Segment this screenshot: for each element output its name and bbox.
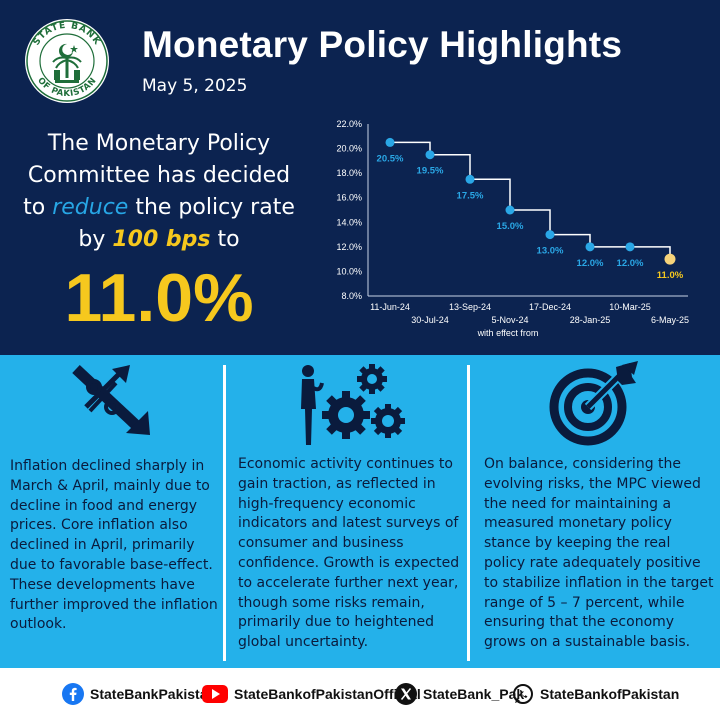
data-label: 12.0% [577, 258, 604, 269]
x-axis-label: with effect from [477, 328, 539, 338]
rate-step-line [390, 141, 671, 260]
percent-down-icon [72, 364, 150, 435]
data-label: 19.5% [417, 166, 444, 177]
data-label: 20.5% [377, 153, 404, 164]
rate-point [385, 137, 395, 147]
page-title: Monetary Policy Highlights [142, 24, 623, 65]
whatsapp-link[interactable]: StateBankofPakistan [512, 682, 679, 706]
policy-stance-column: On balance, considering the evolving ris… [472, 355, 720, 668]
rate-point [465, 174, 475, 184]
column-divider [467, 365, 470, 661]
lead-line-1: The Monetary Policy [47, 131, 271, 156]
data-label: 11.0% [657, 270, 684, 281]
lead-statement: The Monetary Policy Committee has decide… [14, 128, 304, 256]
column-divider [223, 365, 226, 661]
policy-rate-value: 11.0% [64, 260, 254, 336]
policy-rate-chart: 8.0% 10.0% 12.0% 14.0% 16.0% 18.0% 20.0% 22.0% 2… [336, 119, 689, 338]
y-tick-label: 18.0% [336, 168, 362, 178]
whatsapp-icon [513, 684, 533, 704]
y-tick-label: 10.0% [336, 266, 362, 276]
y-tick-label: 16.0% [336, 193, 362, 203]
lead-line-2: Committee has decided [27, 163, 291, 188]
inflation-text: Inflation declined sharply in March & Ap… [10, 458, 218, 633]
youtube-link[interactable]: StateBankofPakistanOfficial [202, 682, 421, 706]
data-label: 17.5% [457, 190, 484, 201]
rate-point [625, 242, 635, 252]
growth-text: Economic activity continues to gain trac… [238, 456, 460, 651]
x-handle: StateBank_Pak [423, 686, 525, 702]
x-icon [395, 683, 417, 705]
x-tick-label: 6-May-25 [651, 315, 689, 325]
inflation-column: Inflation declined sharply in March & Ap… [0, 355, 222, 668]
y-tick-label: 14.0% [336, 217, 362, 227]
data-label: 15.0% [497, 221, 524, 232]
youtube-icon [202, 685, 228, 703]
y-tick-label: 22.0% [336, 119, 362, 129]
facebook-handle: StateBankPakistan [90, 686, 217, 702]
target-arrow-icon [549, 361, 638, 446]
social-footer: StateBankPakistan StateBankofPakistanOff… [0, 668, 720, 720]
growth-column: Economic activity continues to gain trac… [228, 355, 466, 668]
y-tick-label: 8.0% [341, 291, 362, 301]
x-tick-label: 30-Jul-24 [411, 315, 449, 325]
lead-bps: 100 bps [112, 227, 211, 252]
header-panel: STATE BANK OF PAKISTAN Monetary Policy H… [0, 0, 720, 355]
x-tick-label: 5-Nov-24 [491, 315, 528, 325]
highlights-panel: Inflation declined sharply in March & Ap… [0, 355, 720, 668]
x-tick-label: 17-Dec-24 [529, 302, 571, 312]
x-tick-label: 28-Jan-25 [570, 315, 611, 325]
rate-point [505, 205, 515, 215]
x-link[interactable]: StateBank_Pak [395, 682, 524, 706]
whatsapp-handle: StateBankofPakistan [540, 686, 680, 702]
page-date: May 5, 2025 [142, 76, 248, 96]
lead-line-4-pre: by [78, 227, 113, 252]
rate-point [585, 242, 595, 252]
rate-point [664, 253, 676, 265]
x-tick-label: 10-Mar-25 [609, 302, 651, 312]
lead-line-3-pre: to [23, 195, 53, 220]
y-tick-label: 20.0% [336, 144, 362, 154]
x-tick-label: 11-Jun-24 [370, 302, 410, 312]
lead-line-3-post: the policy rate [128, 195, 295, 220]
facebook-icon [62, 683, 84, 705]
rate-point [545, 230, 555, 240]
rate-point [425, 150, 435, 160]
data-label: 13.0% [537, 246, 564, 257]
state-bank-logo: STATE BANK OF PAKISTAN [25, 19, 109, 103]
facebook-link[interactable]: StateBankPakistan [62, 682, 216, 706]
x-tick-label: 13-Sep-24 [449, 302, 491, 312]
data-label: 12.0% [617, 258, 644, 269]
y-tick-label: 12.0% [336, 242, 362, 252]
policy-stance-text: On balance, considering the evolving ris… [484, 456, 714, 651]
lead-reduce-word: reduce [52, 195, 129, 220]
lead-line-4-post: to [210, 227, 240, 252]
person-gears-icon [301, 364, 405, 445]
youtube-handle: StateBankofPakistanOfficial [234, 686, 421, 702]
